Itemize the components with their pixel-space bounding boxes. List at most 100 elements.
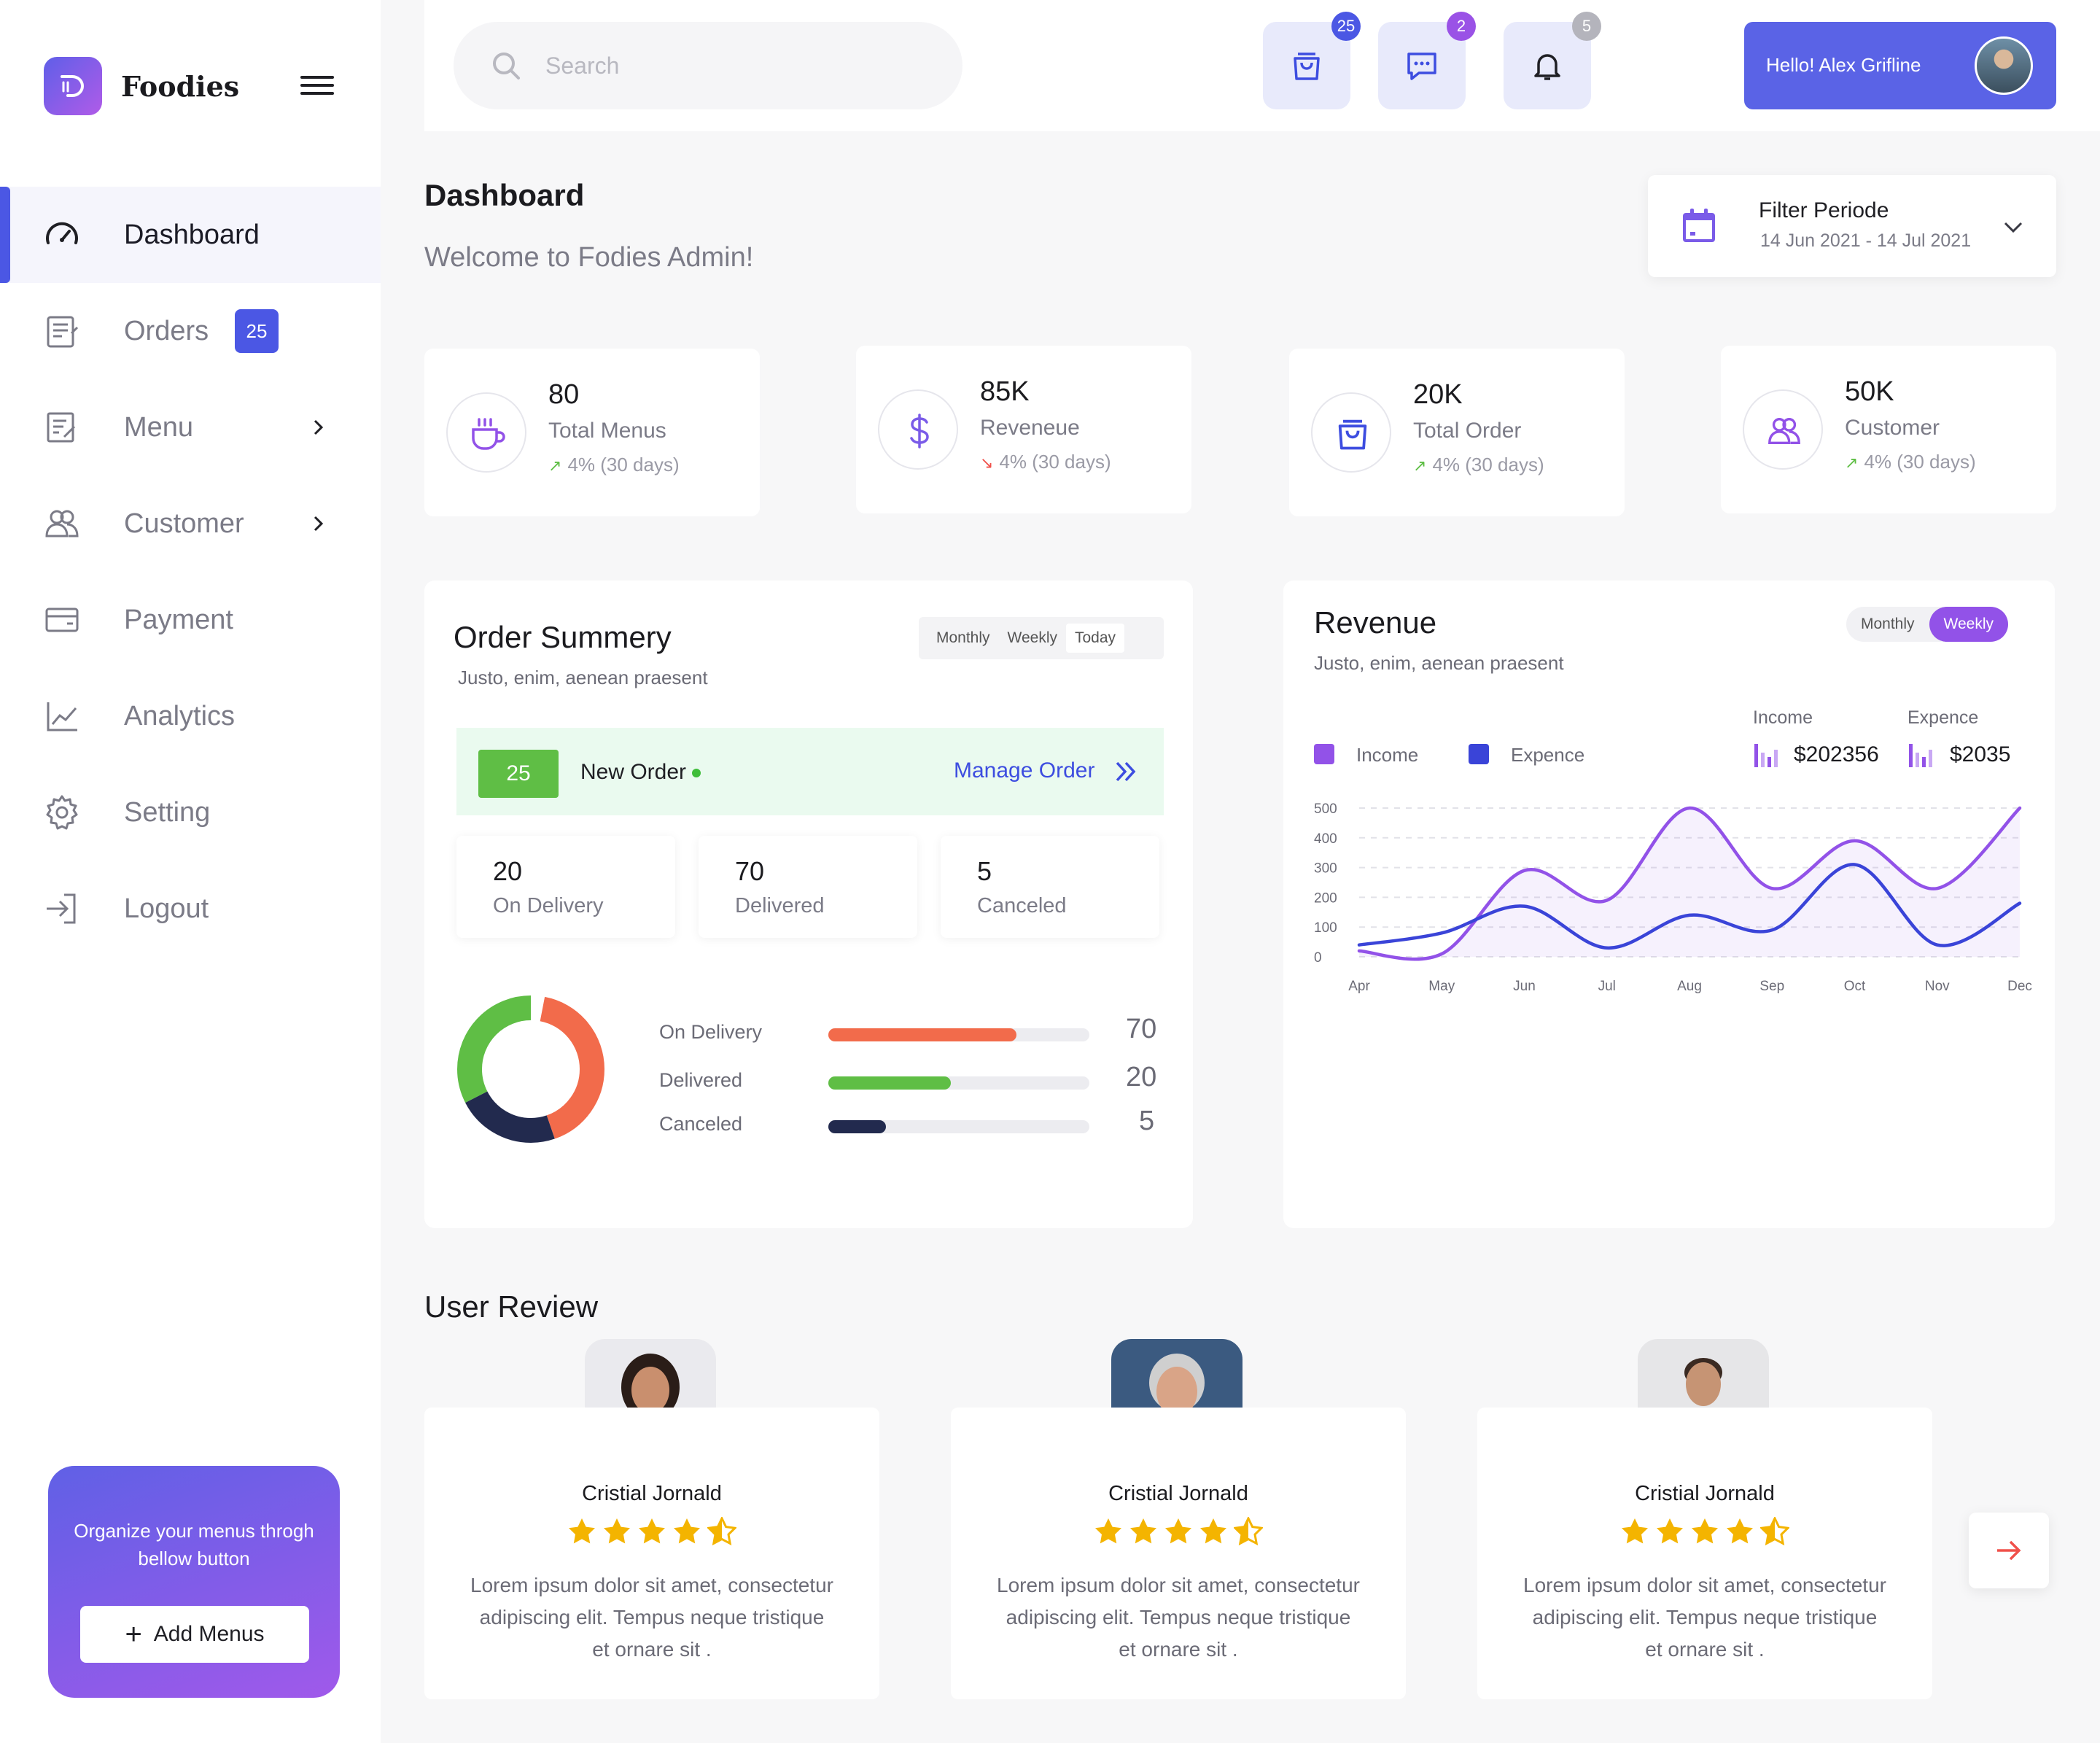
tab-monthly[interactable]: Monthly <box>1861 616 1915 632</box>
star-icon <box>1165 1518 1191 1544</box>
y-tick-label: 500 <box>1314 801 1337 817</box>
manage-order-link[interactable]: Manage Order <box>954 758 1095 783</box>
x-tick-label: Aug <box>1677 979 1702 994</box>
review-text: Lorem ipsum dolor sit amet, consectetur … <box>997 1574 1360 1661</box>
x-tick-label: Nov <box>1925 979 1950 994</box>
sidebar-item-menu[interactable]: Menu <box>0 379 381 475</box>
sidebar-item-analytics[interactable]: Analytics <box>0 668 381 764</box>
calendar-icon <box>1683 209 1715 242</box>
stat-value: 50K <box>1845 376 1894 407</box>
star-icon <box>569 1518 595 1544</box>
filter-range: 14 Jun 2021 - 14 Jul 2021 <box>1760 230 1972 251</box>
progress-value: 20 <box>1126 1062 1157 1092</box>
double-chevron-right-icon[interactable] <box>1113 758 1139 785</box>
income-summary-value: $202356 <box>1794 742 1879 766</box>
tab-weekly[interactable]: Weekly <box>1929 607 2008 642</box>
income-summary-label: Income <box>1753 707 1813 728</box>
progress-fill <box>828 1028 1016 1041</box>
promo-text: Organize your menus throgh bellow button <box>74 1520 314 1569</box>
stat-trend-text: 4% (30 days) <box>999 451 1111 473</box>
notifications-button[interactable]: 5 <box>1504 12 1601 109</box>
mini-value: 5 <box>977 856 992 886</box>
trend-up-icon: ↗ <box>1413 457 1427 475</box>
order-summary-panel: Order Summery Justo, enim, aenean praese… <box>424 581 1193 1228</box>
hamburger-menu-icon[interactable] <box>300 76 334 98</box>
search-input[interactable] <box>545 44 925 88</box>
donut-segment-delivered <box>457 995 604 1143</box>
sidebar-item-label: Setting <box>124 796 211 828</box>
x-tick-label: May <box>1428 979 1455 994</box>
stat-trend: ↗ 4% (30 days) <box>548 454 680 476</box>
y-tick-label: 400 <box>1314 831 1337 847</box>
sidebar-item-label: Customer <box>124 508 244 539</box>
sidebar-item-customer[interactable]: Customer <box>0 475 381 572</box>
revenue-period-tabs: Monthly Weekly <box>1846 607 2008 642</box>
bar-chart-icon <box>1754 744 1778 767</box>
stat-trend: ↘ 4% (30 days) <box>980 451 1111 473</box>
filter-title: Filter Periode <box>1759 198 1889 222</box>
sidebar-item-label: Orders <box>124 315 209 346</box>
delivered-card: 70 Delivered <box>699 836 917 938</box>
tab-monthly[interactable]: Monthly <box>936 629 990 646</box>
progress-fill <box>828 1120 886 1133</box>
mini-value: 20 <box>493 856 523 886</box>
stat-card-total-menus: 80 Total Menus ↗ 4% (30 days) <box>424 349 760 516</box>
star-icon <box>1200 1518 1226 1544</box>
notifications-count-badge: 5 <box>1572 12 1601 41</box>
sidebar-item-payment[interactable]: Payment <box>0 572 381 668</box>
order-summary-title: Order Summery <box>454 620 672 654</box>
reviewer-name: Cristial Jornald <box>1635 1482 1775 1505</box>
x-tick-label: Apr <box>1348 979 1370 994</box>
star-icon <box>639 1518 665 1544</box>
chat-icon <box>1407 53 1436 80</box>
filter-period-dropdown[interactable]: Filter Periode 14 Jun 2021 - 14 Jul 2021 <box>1648 175 2056 277</box>
stat-icon-circle <box>1311 392 1391 473</box>
new-order-label-text: New Order <box>580 760 687 784</box>
next-review-button[interactable] <box>1969 1513 2049 1588</box>
progress-track <box>828 1120 1089 1133</box>
add-menus-button[interactable]: + Add Menus <box>80 1606 309 1663</box>
revenue-subtitle: Justo, enim, aenean praesent <box>1314 652 1564 674</box>
new-order-label: New Order <box>580 760 701 785</box>
edit-note-icon <box>47 412 76 443</box>
page-title: Dashboard <box>424 178 585 212</box>
expence-summary-label: Expence <box>1908 707 1979 728</box>
legend-expence-label: Expence <box>1511 744 1585 766</box>
stat-card-customer: 50K Customer ↗ 4% (30 days) <box>1721 346 2056 513</box>
avatar <box>1975 36 2033 95</box>
half-star-icon <box>707 1517 736 1546</box>
stat-trend: ↗ 4% (30 days) <box>1413 454 1544 476</box>
stat-trend: ↗ 4% (30 days) <box>1845 451 1976 473</box>
tab-today[interactable]: Today <box>1066 624 1125 653</box>
y-tick-label: 200 <box>1314 890 1337 906</box>
user-profile-button[interactable]: Hello! Alex Grifline <box>1744 22 2056 109</box>
cart-button[interactable]: 25 <box>1263 12 1361 109</box>
sidebar-item-logout[interactable]: Logout <box>0 861 381 957</box>
add-menus-label: Add Menus <box>153 1622 265 1646</box>
cart-count-badge: 25 <box>1331 12 1361 41</box>
stat-trend-text: 4% (30 days) <box>1432 454 1544 475</box>
search-icon <box>493 53 520 79</box>
logo[interactable]: Foodies <box>44 57 239 115</box>
mini-label: Canceled <box>977 894 1067 917</box>
y-tick-label: 0 <box>1314 950 1322 966</box>
stat-label: Reveneue <box>980 416 1080 440</box>
chevron-down-icon <box>2004 222 2023 233</box>
sidebar-item-label: Logout <box>124 893 209 924</box>
y-tick-label: 300 <box>1314 861 1337 877</box>
sidebar-item-orders[interactable]: Orders 25 <box>0 283 381 379</box>
order-summary-period-tabs: Monthly Weekly Today <box>919 617 1164 659</box>
stat-icon-circle <box>878 389 958 470</box>
stat-value: 85K <box>980 376 1030 407</box>
messages-button[interactable]: 2 <box>1378 12 1476 109</box>
progress-value: 70 <box>1126 1014 1157 1044</box>
search-bar[interactable] <box>454 22 962 109</box>
chart-line-icon <box>47 702 77 731</box>
progress-row-canceled: Canceled 5 <box>659 1101 1184 1145</box>
sidebar-item-setting[interactable]: Setting <box>0 764 381 861</box>
tab-weekly[interactable]: Weekly <box>1007 629 1057 646</box>
bell-icon <box>1534 54 1560 80</box>
arrow-right-icon <box>1997 1540 2021 1561</box>
sidebar-item-dashboard[interactable]: Dashboard <box>0 187 381 283</box>
half-star-icon <box>1234 1517 1263 1546</box>
